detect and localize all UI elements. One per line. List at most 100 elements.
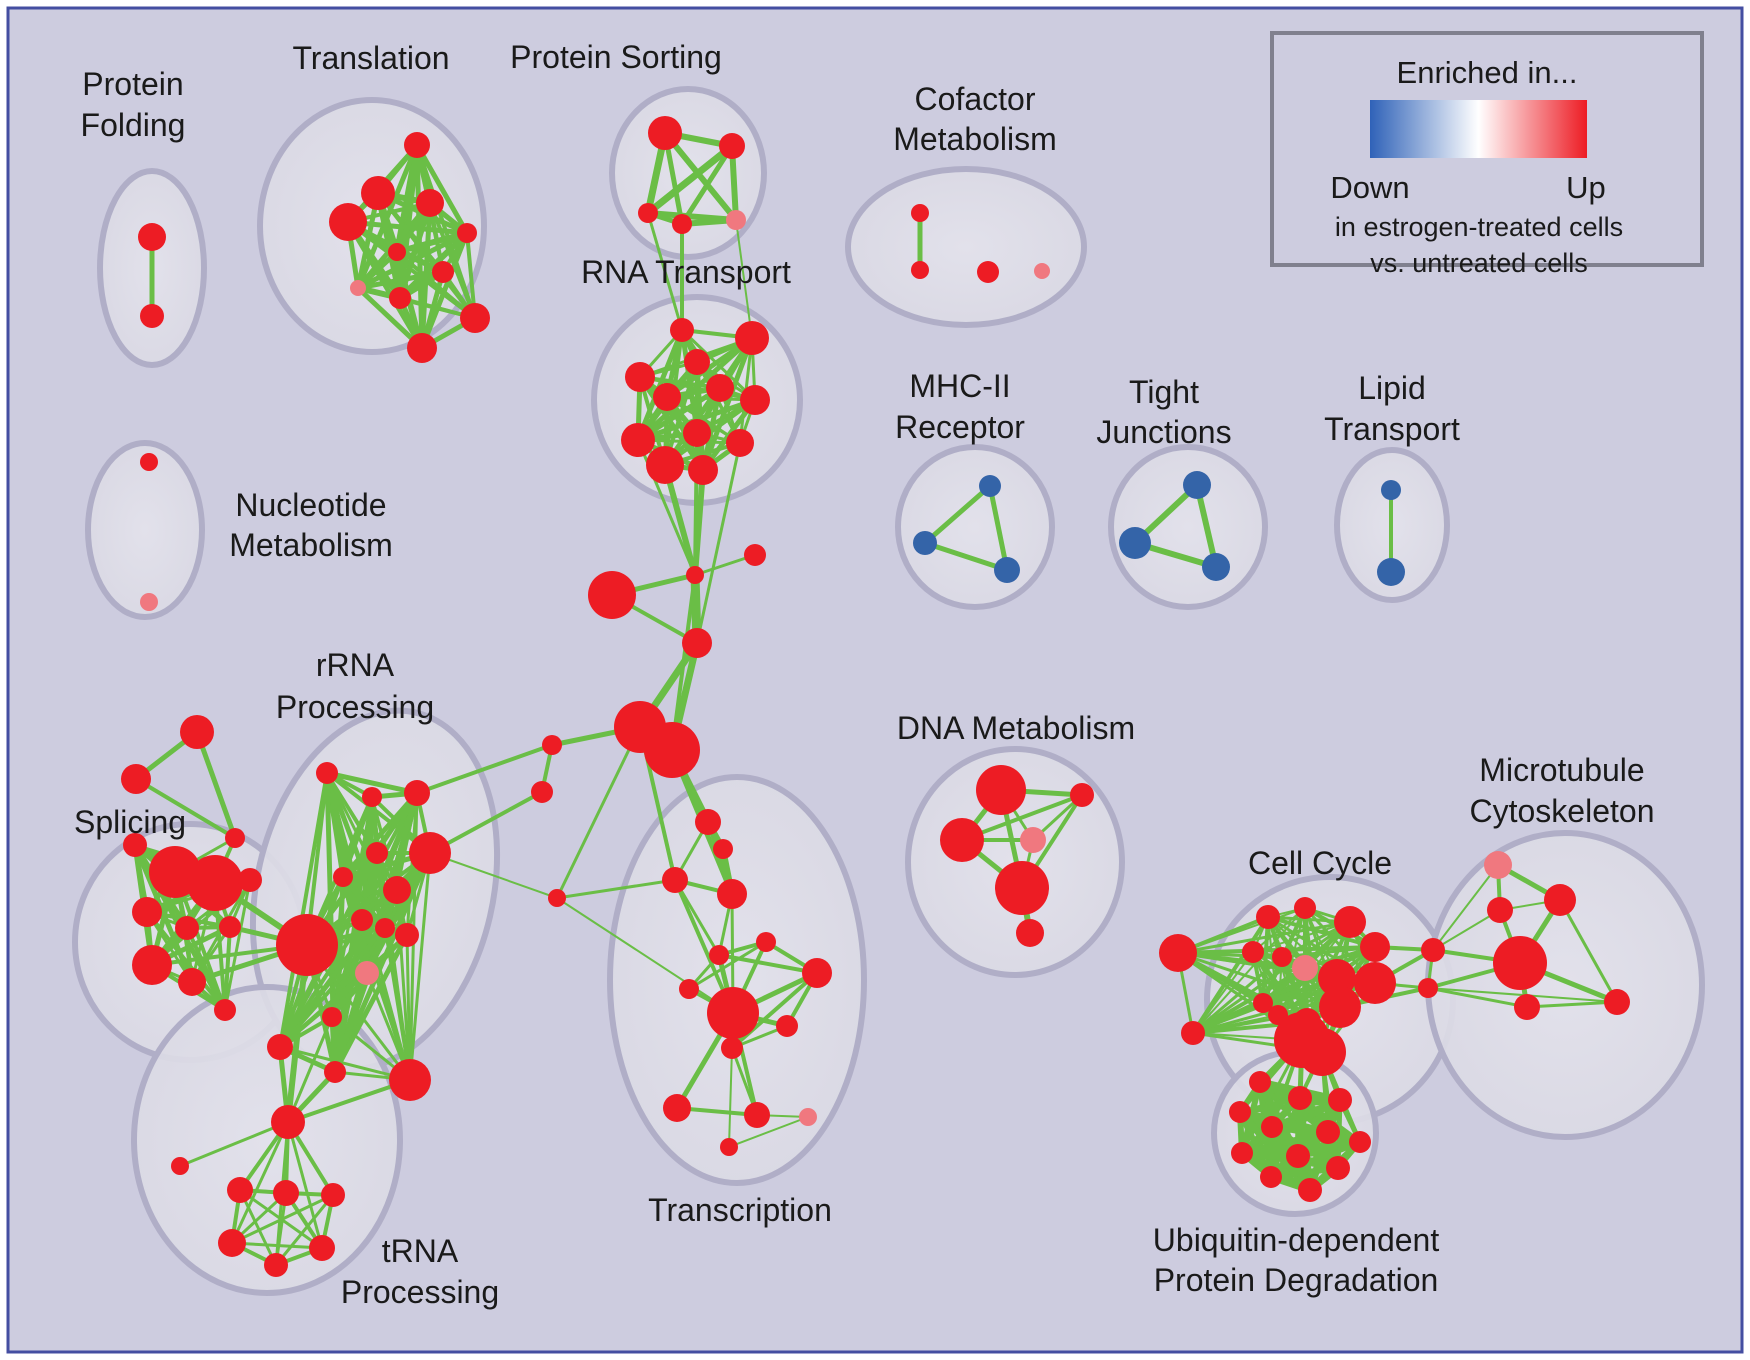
gene-set-node — [1020, 827, 1046, 853]
gene-set-node — [735, 321, 769, 355]
edge — [646, 211, 684, 332]
edge — [1525, 1000, 1619, 1009]
gene-set-node — [726, 210, 746, 230]
gene-set-node — [389, 1059, 431, 1101]
gene-set-node — [219, 916, 241, 938]
gene-set-node — [740, 385, 770, 415]
gene-set-node — [366, 842, 388, 864]
gene-set-node — [1298, 1028, 1346, 1076]
edge — [397, 230, 470, 301]
gene-set-node — [688, 455, 718, 485]
cluster-label-translation: Translation — [292, 40, 449, 76]
gene-set-node — [638, 203, 658, 223]
cluster-label-rrna-processing: rRNA — [316, 647, 395, 683]
gene-set-node — [663, 1094, 691, 1122]
gene-set-node — [976, 765, 1026, 815]
gene-set-nodes — [121, 116, 1630, 1277]
gene-set-node — [662, 867, 688, 893]
edge — [735, 219, 753, 339]
gene-set-node — [1261, 1116, 1283, 1138]
gene-set-node — [355, 961, 379, 985]
gene-set-node — [1229, 1101, 1251, 1123]
legend-down-label: Down — [1330, 170, 1409, 205]
edge — [679, 143, 735, 227]
gene-set-node — [404, 780, 430, 806]
edge — [1432, 864, 1499, 951]
gene-set-node — [178, 968, 206, 996]
gene-set-node — [375, 918, 395, 938]
gene-set-node — [1286, 1144, 1310, 1168]
edge — [324, 770, 420, 796]
gene-set-node — [1514, 994, 1540, 1020]
gene-set-node — [799, 1108, 817, 1126]
gene-set-node — [1294, 897, 1316, 919]
edge — [415, 743, 554, 795]
legend-line2: vs. untreated cells — [1370, 248, 1588, 278]
edge — [194, 729, 238, 841]
gene-set-node — [138, 223, 166, 251]
gene-set-node — [977, 261, 999, 283]
gene-set-node — [1316, 1120, 1340, 1144]
gene-set-node — [322, 1007, 342, 1027]
gene-set-node — [140, 304, 164, 328]
gene-set-node — [388, 243, 406, 261]
edge — [286, 1078, 412, 1124]
edge — [728, 1047, 733, 1148]
gene-set-node — [1292, 955, 1318, 981]
gene-set-node — [1354, 962, 1396, 1004]
gene-set-node — [648, 116, 682, 150]
gene-set-node — [717, 879, 747, 909]
edge — [405, 933, 412, 1082]
gene-set-node — [706, 374, 734, 402]
gene-set-node — [1256, 905, 1280, 929]
legend-box — [1270, 31, 1704, 267]
cluster-label-tight-junctions: Junctions — [1096, 414, 1231, 450]
edge — [395, 250, 477, 320]
gene-set-node — [132, 897, 162, 927]
gene-set-node — [713, 839, 733, 859]
gene-set-node — [1421, 938, 1445, 962]
gene-set-node — [264, 1253, 288, 1277]
gene-set-node — [171, 1157, 189, 1175]
gene-set-node — [309, 1235, 335, 1261]
gene-set-node — [1487, 897, 1513, 923]
gene-set-node — [1034, 263, 1050, 279]
edge — [274, 1193, 335, 1267]
gene-set-node — [707, 987, 759, 1039]
edge — [278, 1045, 412, 1082]
gene-set-node — [756, 932, 776, 952]
gene-set-node — [180, 715, 214, 749]
cluster-label-transcription: Transcription — [648, 1192, 832, 1228]
gene-set-node — [395, 923, 419, 947]
edge — [1252, 907, 1306, 953]
gene-set-node — [802, 958, 832, 988]
gene-set-node — [1484, 851, 1512, 879]
edge — [429, 852, 558, 899]
cluster-label-protein-folding: Protein — [82, 66, 183, 102]
gene-set-node — [225, 828, 245, 848]
gene-set-node — [1272, 947, 1292, 967]
edge — [340, 874, 388, 931]
gene-set-node — [140, 453, 158, 471]
edge — [730, 971, 819, 1050]
gene-set-node — [1493, 936, 1547, 990]
legend-title: Enriched in... — [1397, 55, 1578, 90]
edge — [1191, 915, 1270, 1035]
gene-set-node — [267, 1034, 293, 1060]
gene-set-node — [351, 909, 373, 931]
edge — [278, 926, 387, 1049]
gene-set-node — [979, 475, 1001, 497]
edge — [1237, 1097, 1343, 1115]
gene-set-node — [271, 1105, 305, 1139]
edge — [987, 483, 1010, 573]
edge — [670, 573, 697, 752]
gene-set-node — [416, 189, 444, 217]
gene-set-node — [588, 571, 636, 619]
edge — [414, 142, 470, 236]
gene-set-node — [776, 1015, 798, 1037]
gene-set-node — [1249, 1071, 1271, 1093]
gene-set-node — [670, 318, 694, 342]
gene-set-node — [1544, 884, 1576, 916]
gene-set-node — [407, 333, 437, 363]
edge — [345, 219, 470, 236]
